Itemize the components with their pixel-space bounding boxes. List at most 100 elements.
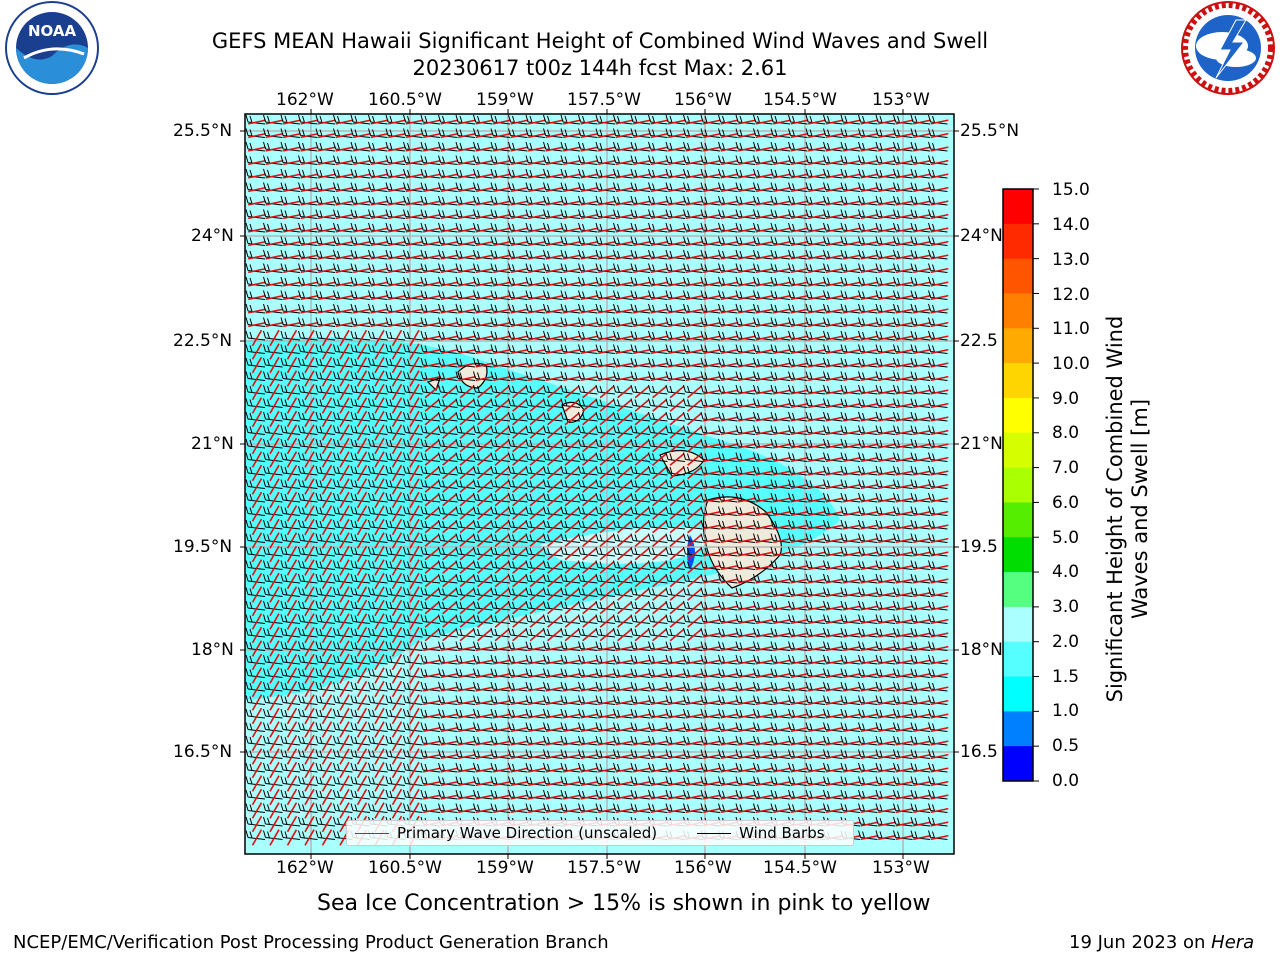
wind-barb [910, 182, 931, 192]
wave-direction-arrow [755, 348, 774, 355]
wave-direction-arrow [615, 119, 634, 125]
wind-barb [280, 222, 301, 233]
wind-barb [735, 357, 756, 368]
wave-direction-arrow [477, 426, 492, 439]
wave-direction-arrow [269, 383, 280, 401]
wave-direction-arrow [598, 375, 616, 382]
wave-direction-arrow [930, 402, 949, 409]
wind-barb [350, 249, 371, 260]
wave-direction-arrow [843, 375, 861, 382]
wind-barb [578, 317, 598, 327]
wave-direction-arrow [300, 240, 319, 247]
wave-direction-arrow [668, 294, 686, 301]
wave-direction-arrow [790, 240, 809, 247]
wind-barb [543, 209, 563, 219]
wind-barb [893, 357, 913, 368]
wind-barb [333, 114, 353, 125]
wind-barb [560, 209, 581, 219]
wave-direction-arrow [755, 294, 774, 301]
wind-barb [595, 155, 616, 165]
wave-direction-arrow [930, 321, 949, 328]
wind-barb [263, 114, 283, 125]
wind-barb [840, 276, 861, 287]
wind-barb [403, 209, 423, 219]
wind-barb [648, 276, 668, 287]
wind-barb [525, 330, 546, 341]
wind-barb [350, 168, 371, 179]
wave-direction-arrow [668, 132, 686, 139]
wave-direction-arrow [895, 308, 914, 314]
wave-direction-arrow [475, 308, 494, 314]
wave-direction-arrow [685, 227, 704, 233]
wave-direction-arrow [703, 186, 721, 193]
wave-direction-arrow [475, 254, 494, 260]
wave-direction-arrow [370, 200, 389, 206]
wind-barb [455, 222, 476, 233]
wave-direction-arrow [300, 267, 319, 274]
wave-direction-arrow [895, 416, 914, 422]
wave-direction-arrow [790, 254, 809, 260]
wave-direction-arrow [563, 267, 581, 274]
wind-barb [245, 249, 266, 260]
wind-barb [578, 344, 598, 354]
wave-direction-arrow [304, 356, 315, 374]
wind-barb [805, 330, 826, 341]
wave-direction-arrow [353, 294, 371, 301]
wind-barb [560, 168, 581, 179]
wind-barb [788, 155, 808, 165]
wind-barb [665, 249, 686, 260]
wind-barb [700, 330, 721, 341]
wave-direction-arrow [808, 416, 826, 422]
wind-barb [613, 344, 633, 354]
wind-barb [928, 276, 948, 287]
wave-direction-arrow [930, 281, 949, 287]
wave-direction-arrow [265, 281, 284, 287]
wave-direction-arrow [356, 370, 368, 387]
wave-direction-arrow [510, 321, 529, 328]
wave-direction-arrow [598, 200, 616, 206]
wave-direction-arrow [685, 321, 704, 328]
wave-direction-arrow [528, 227, 546, 233]
wave-direction-arrow [878, 362, 896, 368]
wind-barb [858, 182, 878, 192]
wave-direction-arrow [528, 173, 546, 179]
wind-barb [333, 209, 353, 219]
wave-direction-arrow [510, 375, 529, 382]
wave-direction-arrow [493, 348, 511, 355]
wave-direction-arrow [738, 389, 756, 395]
wind-barb [280, 114, 301, 125]
wave-direction-arrow [580, 375, 599, 382]
wind-barb [665, 155, 686, 165]
wind-barb [560, 128, 581, 138]
wind-barb [490, 249, 511, 260]
wave-direction-arrow [773, 240, 791, 247]
wave-direction-arrow [615, 186, 634, 193]
wave-direction-arrow [251, 410, 263, 428]
wave-direction-arrow [703, 132, 721, 139]
wind-barb [788, 236, 808, 246]
wind-barb [613, 182, 633, 192]
wind-barb [823, 411, 843, 422]
wave-direction-arrow [703, 159, 721, 166]
wind-barb [455, 249, 476, 260]
wave-direction-arrow [913, 294, 931, 301]
wave-direction-arrow [703, 240, 721, 247]
wind-barb [770, 128, 791, 138]
wind-barb [823, 141, 843, 152]
wave-direction-arrow [598, 362, 616, 368]
wave-direction-arrow [475, 321, 494, 328]
wave-direction-arrow [529, 426, 545, 439]
wind-barb [683, 182, 703, 192]
wave-direction-arrow [318, 119, 336, 125]
wave-direction-arrow [248, 254, 266, 260]
wave-direction-arrow [339, 383, 350, 401]
wind-barb [630, 236, 651, 246]
wind-barb [683, 344, 703, 354]
wind-barb [788, 330, 808, 341]
wind-barb [630, 155, 651, 165]
wave-direction-arrow [633, 321, 651, 328]
wave-direction-arrow [650, 362, 669, 368]
wind-barb [928, 182, 948, 192]
wind-barb [490, 344, 511, 354]
wave-direction-arrow [304, 329, 315, 347]
